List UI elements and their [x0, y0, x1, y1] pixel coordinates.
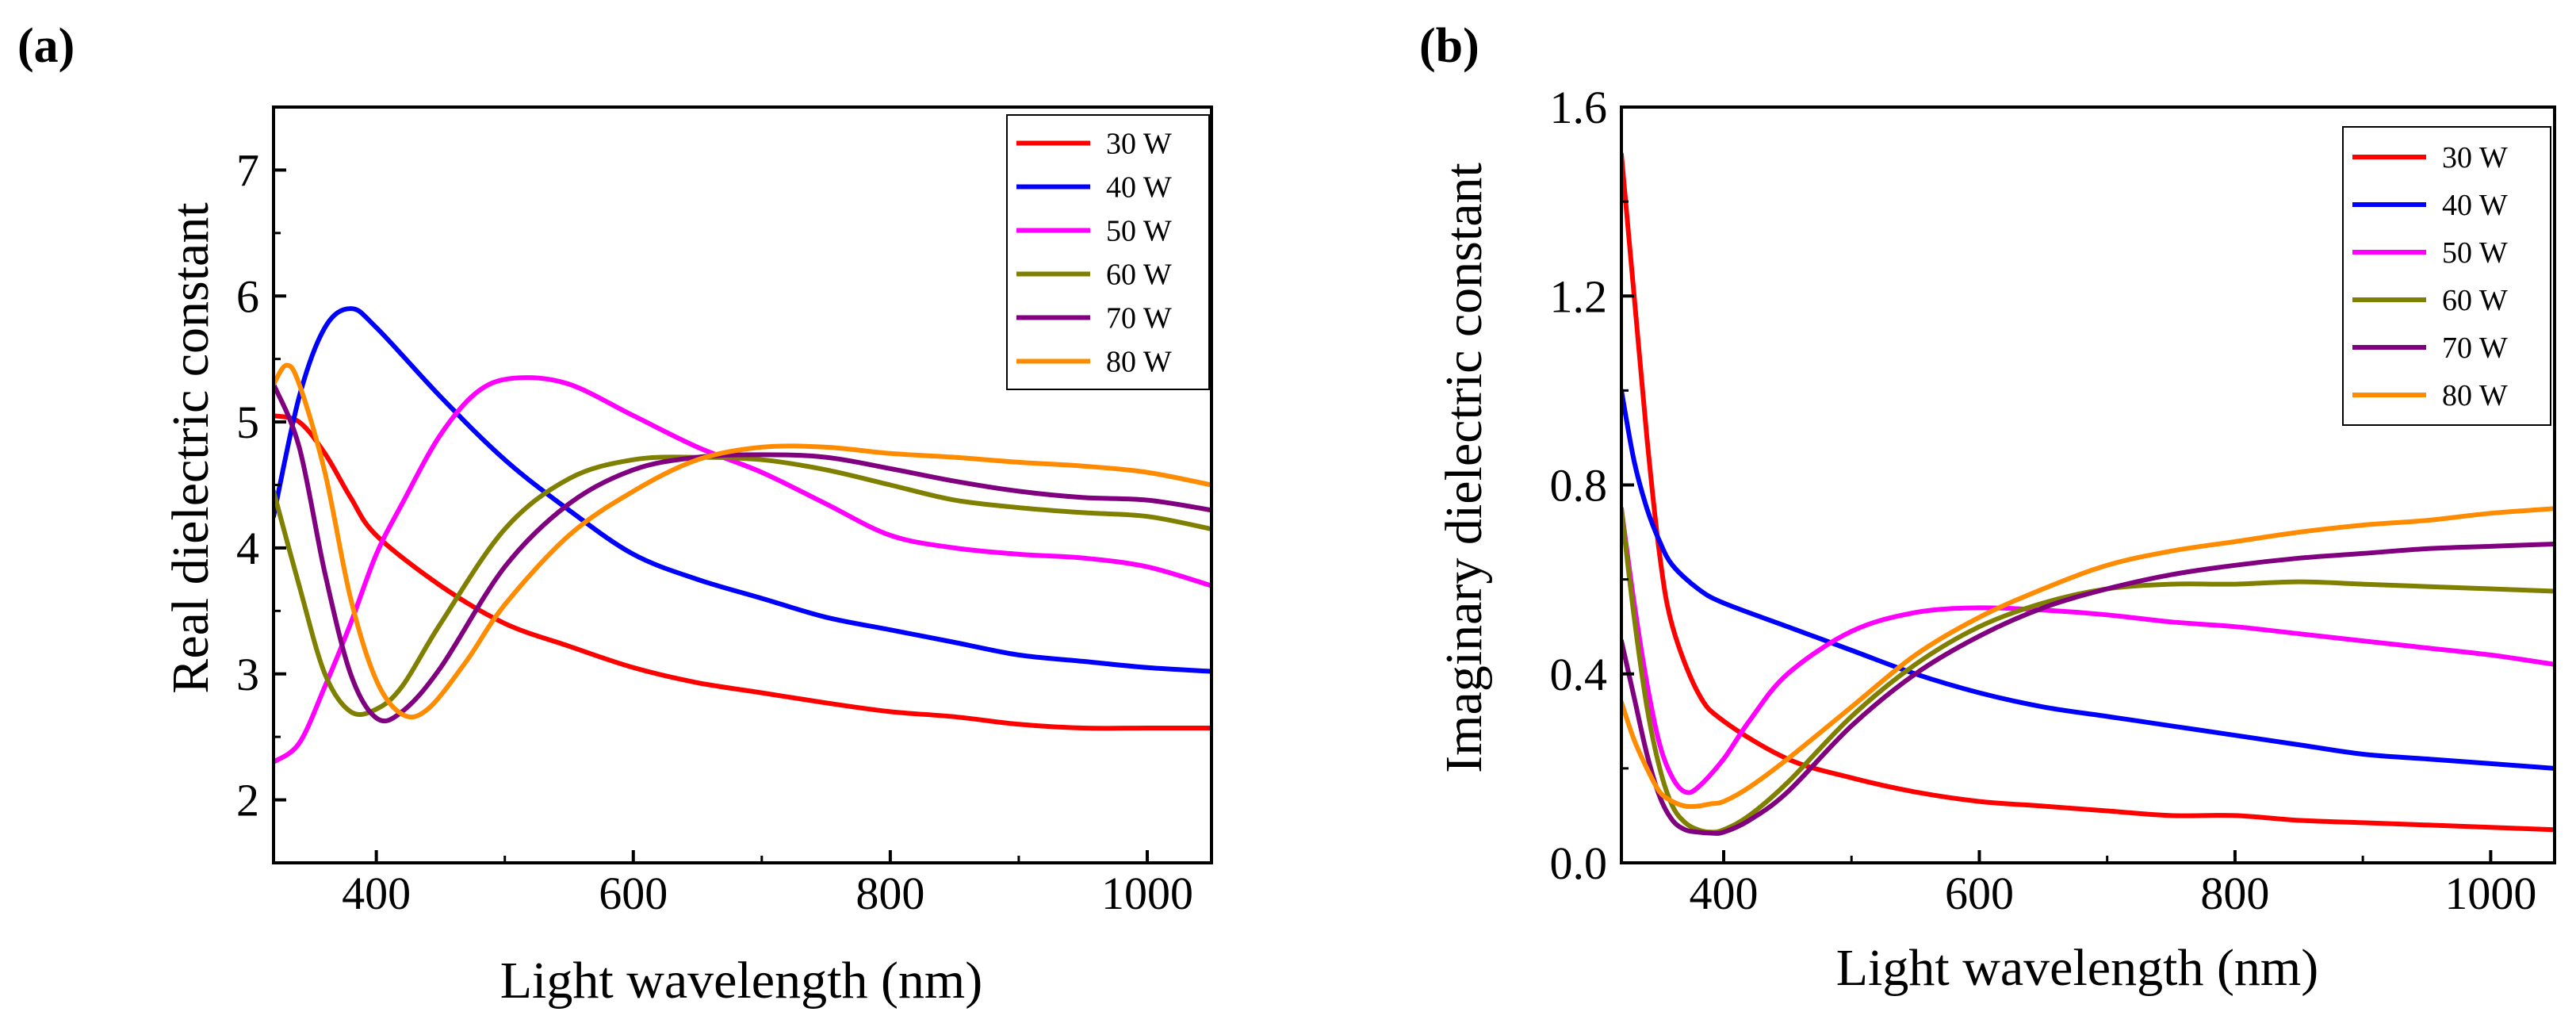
panel-b: (b) 400 600 800 1000 0.0 0.4 0.8 1.2 1.6 Light w… [1419, 19, 2556, 997]
x-tick-label: 400 [342, 868, 411, 919]
y-tick-label: 0.8 [1550, 460, 1608, 512]
series-line-80w [274, 362, 1211, 720]
legend-label: 30 W [1106, 128, 1172, 161]
legend-label: 40 W [1106, 171, 1172, 205]
legend-label: 70 W [2442, 331, 2508, 365]
series-line-40w [274, 306, 1211, 674]
series-line-70w [274, 381, 1211, 724]
legend-label: 30 W [2442, 141, 2508, 174]
legend-label: 80 W [1106, 346, 1172, 379]
plot-frame-a [272, 105, 1213, 864]
y-tick-label: 1.2 [1550, 270, 1608, 322]
legend-b: 30 W 40 W 50 W 60 W 70 W 80 W [2342, 126, 2551, 426]
legend-label: 60 W [1106, 259, 1172, 292]
x-tick-label: 600 [599, 868, 668, 919]
x-tick-label: 1000 [2444, 868, 2536, 919]
y-tick-label: 3 [236, 649, 259, 700]
legend-box [2342, 126, 2551, 426]
y-tick-label: 6 [236, 270, 259, 322]
x-tick-label: 800 [855, 868, 924, 919]
legend-box [1006, 114, 1210, 390]
legend-label: 50 W [2442, 236, 2508, 270]
legend-label: 50 W [1106, 215, 1172, 248]
series-line-30w [274, 413, 1211, 731]
x-tick-label: 800 [2200, 868, 2269, 919]
series-line-60w [1621, 506, 2555, 835]
x-tick-label: 400 [1689, 868, 1758, 919]
series-line-40w [1621, 388, 2555, 771]
y-axis-label-b: Imaginary dielectric constant [1435, 163, 1493, 773]
series-line-70w [1621, 542, 2555, 836]
legend-label: 60 W [2442, 284, 2508, 317]
series-line-50w [274, 375, 1211, 765]
y-tick-label: 0.0 [1550, 837, 1608, 889]
x-axis-label-b: Light wavelength (nm) [1836, 939, 2319, 997]
y-tick-label: 1.6 [1550, 82, 1608, 133]
x-axis-label-a: Light wavelength (nm) [500, 952, 983, 1010]
x-tick-label: 1000 [1101, 868, 1193, 919]
y-tick-label: 7 [236, 144, 259, 196]
series-line-30w [1621, 151, 2555, 833]
ticks-layer-b: 400 600 800 1000 0.0 0.4 0.8 1.2 1.6 [1550, 82, 2537, 919]
x-tick-label: 600 [1945, 868, 2014, 919]
panel-a: (a) 400 600 800 1000 2 3 4 5 6 7 Light wavelength… [17, 19, 1213, 1010]
series-layer-b [1621, 151, 2555, 836]
legend-label: 80 W [2442, 379, 2508, 412]
plot-frame-b [1620, 105, 2556, 864]
legend-label: 40 W [2442, 189, 2508, 222]
panel-label-a: (a) [17, 19, 75, 73]
legend-a: 30 W 40 W 50 W 60 W 70 W 80 W [1006, 114, 1210, 390]
y-axis-label-a: Real dielectric constant [162, 202, 220, 693]
series-line-80w [1621, 506, 2555, 810]
panel-label-b: (b) [1419, 19, 1479, 73]
legend-label: 70 W [1106, 302, 1172, 335]
y-tick-label: 0.4 [1550, 649, 1608, 700]
y-tick-label: 4 [236, 523, 259, 574]
series-line-50w [1621, 506, 2555, 795]
series-layer-a [274, 306, 1211, 765]
ticks-layer-a: 400 600 800 1000 2 3 4 5 6 7 [236, 144, 1193, 919]
y-tick-label: 5 [236, 397, 259, 448]
series-line-60w [274, 454, 1211, 718]
y-tick-label: 2 [236, 775, 259, 826]
